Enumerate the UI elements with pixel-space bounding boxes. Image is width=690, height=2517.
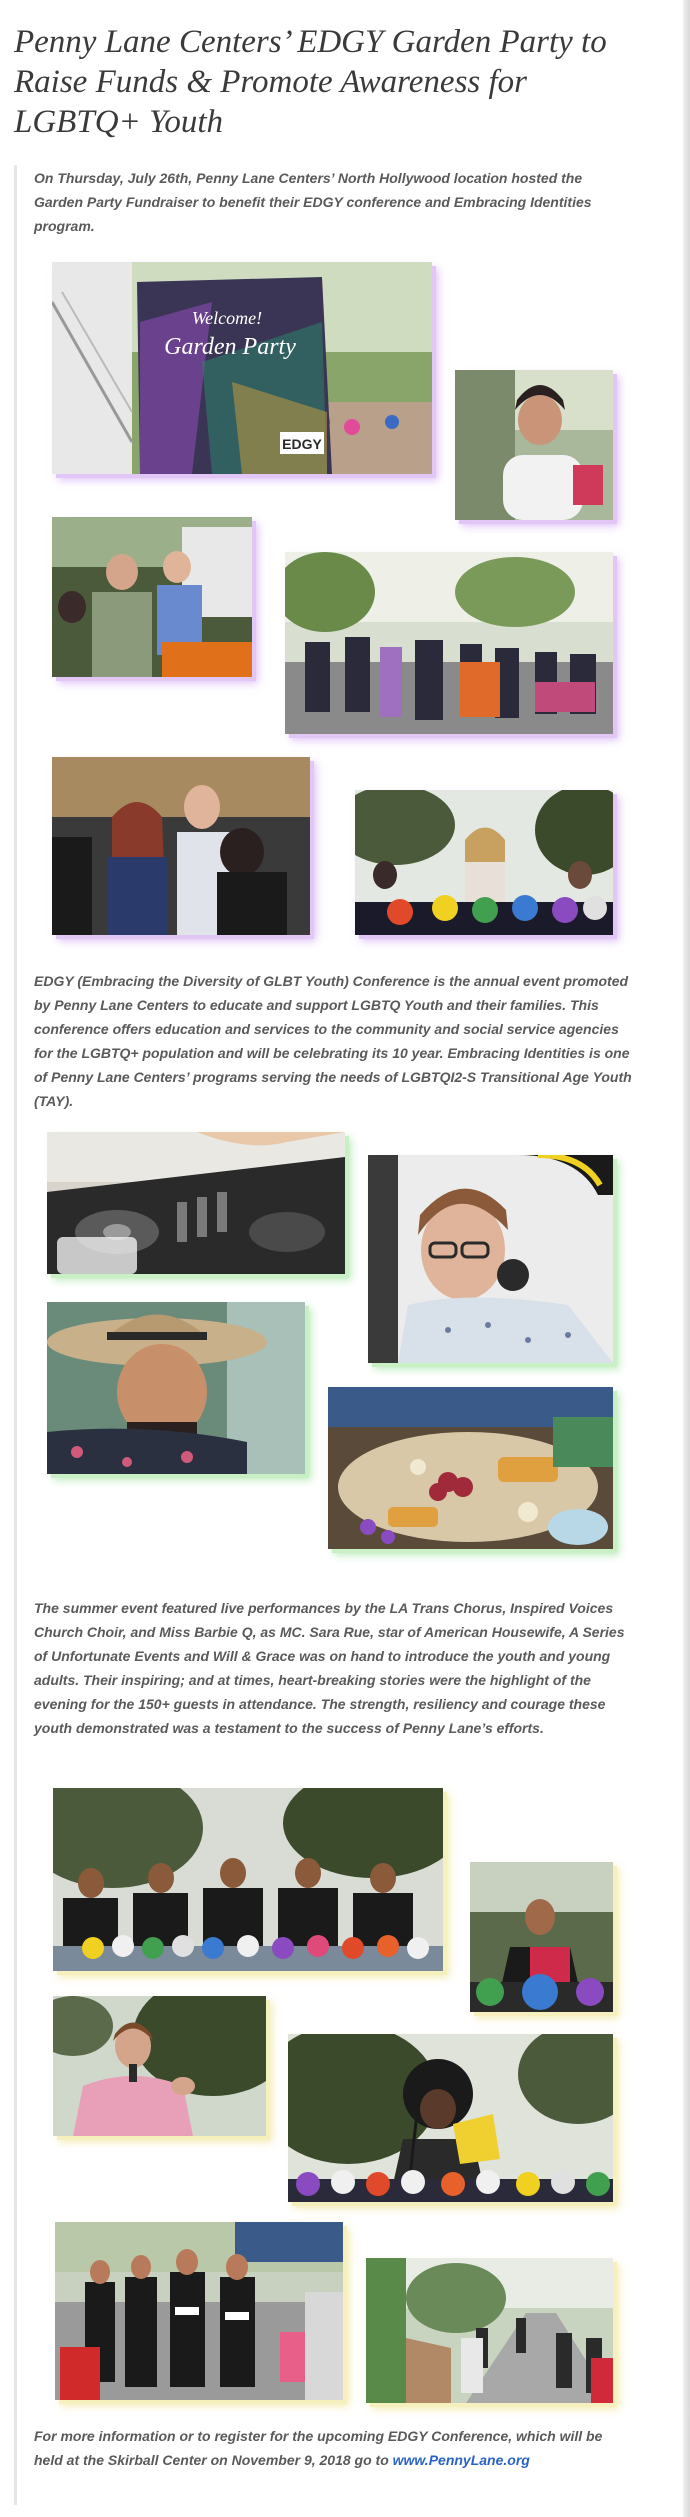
edgy-paragraph: EDGY (Embracing the Diversity of GLBT Yo… [34, 973, 632, 1109]
photo-crowd-garden [285, 552, 613, 734]
photo-garden-path [366, 2258, 613, 2403]
photo-dj-equipment [47, 1132, 345, 1274]
sign-welcome-text: Welcome! [192, 308, 262, 328]
closing-text: For more information or to register for … [34, 2428, 603, 2468]
photo-singer-red [470, 1862, 613, 2012]
pennylane-link[interactable]: www.PennyLane.org [392, 2452, 530, 2468]
photo-performer-mic [355, 790, 613, 935]
article-title: Penny Lane Centers’ EDGY Garden Party to… [14, 24, 607, 140]
photo-dj-headphones [368, 1155, 613, 1363]
photo-youth-group [55, 2222, 343, 2400]
photo-welcome-sign: Welcome! Garden Party EDGY [52, 262, 432, 474]
photo-woman-speaking [455, 370, 613, 520]
sign-garden-party-text: Garden Party [164, 334, 296, 360]
photo-guests-chatting [52, 517, 252, 677]
photo-guests-smiling [52, 757, 310, 935]
photo-guest-hat [47, 1302, 305, 1474]
quote-bar [14, 165, 17, 2505]
photo-performer-drag [288, 2034, 613, 2202]
page-edge [683, 0, 690, 2517]
photo-food-table [328, 1387, 613, 1549]
summer-paragraph: The summer event featured live performan… [34, 1600, 625, 1736]
photo-choir [53, 1788, 443, 1971]
photo-singer-pink-shirt [53, 1996, 266, 2136]
intro-paragraph: On Thursday, July 26th, Penny Lane Cente… [34, 170, 592, 234]
sign-edgy-text: EDGY [282, 436, 322, 452]
closing-paragraph: For more information or to register for … [34, 2424, 634, 2472]
